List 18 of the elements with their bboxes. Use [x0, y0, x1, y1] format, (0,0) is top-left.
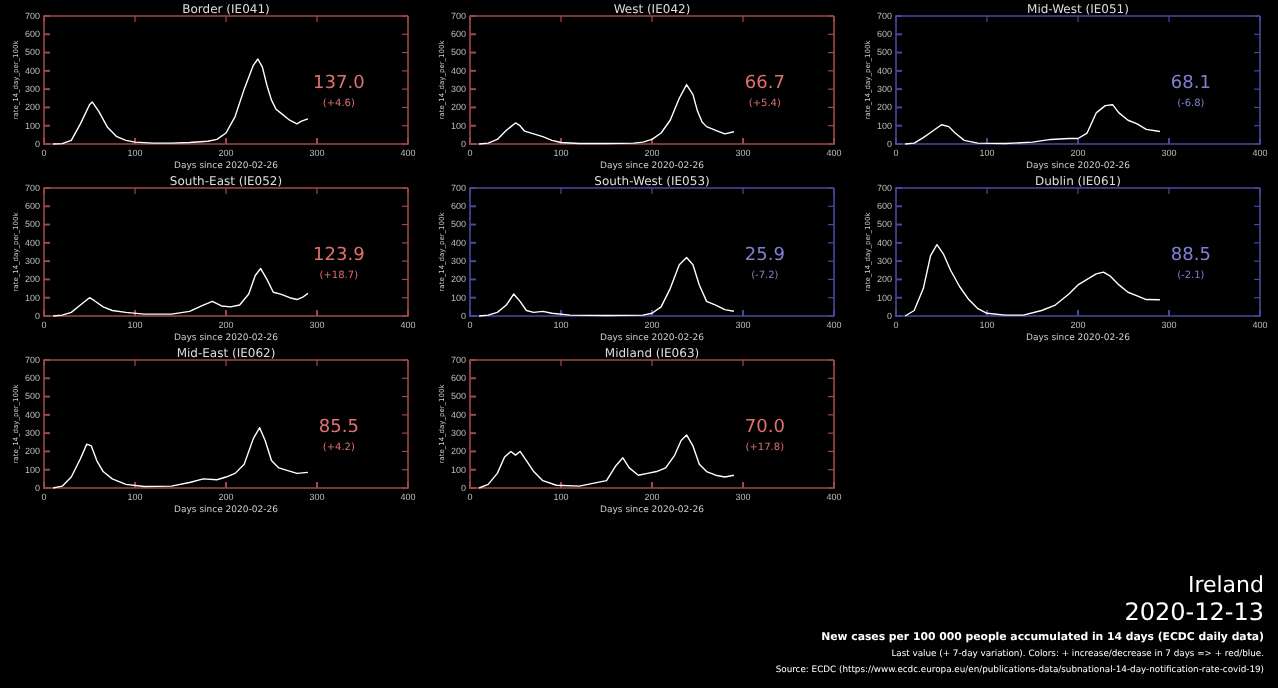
annotation: 88.5 — [1170, 245, 1211, 266]
annotation: 66.7 — [744, 73, 785, 94]
text: Ireland — [1187, 572, 1264, 598]
text: 2020-12-13 — [1124, 598, 1264, 626]
line-series — [904, 243, 1161, 317]
line-series — [478, 434, 735, 489]
annotation: 123.9 — [313, 245, 366, 266]
annotation: 85.5 — [318, 417, 359, 438]
annotation: 25.9 — [744, 245, 786, 266]
line-series — [478, 83, 735, 145]
line-series — [52, 58, 309, 145]
line-series — [52, 267, 309, 317]
line-series — [904, 103, 1161, 145]
line-series — [52, 426, 309, 489]
line-series — [478, 256, 735, 317]
annotation: 68.1 — [1170, 73, 1211, 94]
annotation: 70.0 — [744, 417, 786, 438]
annotation: 137.0 — [313, 73, 366, 94]
